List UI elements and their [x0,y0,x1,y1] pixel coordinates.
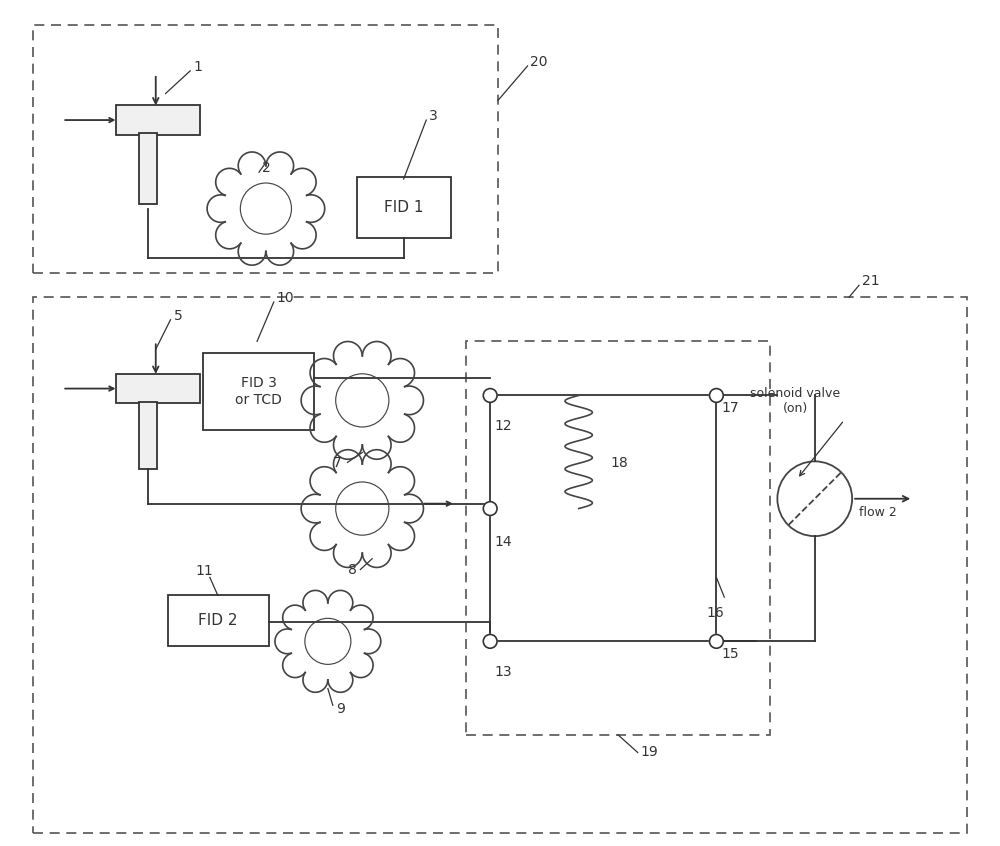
Circle shape [305,618,351,664]
Text: 10: 10 [277,291,294,305]
Text: 21: 21 [862,274,880,288]
Text: 9: 9 [336,702,345,717]
Circle shape [336,374,389,427]
Text: 19: 19 [641,745,658,760]
Text: 13: 13 [494,665,512,678]
Bar [33,25,498,272]
Text: 14: 14 [494,535,512,549]
Bar [139,133,157,204]
Circle shape [710,634,723,648]
Text: FID 1: FID 1 [384,201,424,215]
Circle shape [336,482,389,536]
Text: 1: 1 [193,60,202,74]
Circle shape [483,388,497,403]
Text: FID 3
or TCD: FID 3 or TCD [235,376,282,407]
Text: 7: 7 [333,456,342,470]
Text: flow 2: flow 2 [859,507,897,519]
Circle shape [483,502,497,515]
Text: 2: 2 [262,162,271,175]
Text: 3: 3 [429,109,438,123]
Bar [116,105,200,135]
Bar [139,403,157,470]
Text: 5: 5 [173,309,182,322]
Bar [116,374,200,404]
Circle shape [710,388,723,403]
Circle shape [483,634,497,648]
Text: 16: 16 [707,606,724,620]
Text: 17: 17 [721,401,739,415]
Text: solenoid valve
(on): solenoid valve (on) [750,387,840,415]
Text: 8: 8 [348,563,356,578]
Text: 11: 11 [195,564,213,579]
Text: 20: 20 [530,55,547,69]
Text: FID 2: FID 2 [198,613,238,629]
Bar [168,595,269,646]
Bar [203,353,314,430]
Bar [357,177,451,238]
Bar [466,342,770,735]
Circle shape [240,183,291,234]
Text: 15: 15 [721,647,739,661]
Text: 18: 18 [610,456,628,470]
Text: 12: 12 [494,419,512,433]
Bar [33,297,967,833]
